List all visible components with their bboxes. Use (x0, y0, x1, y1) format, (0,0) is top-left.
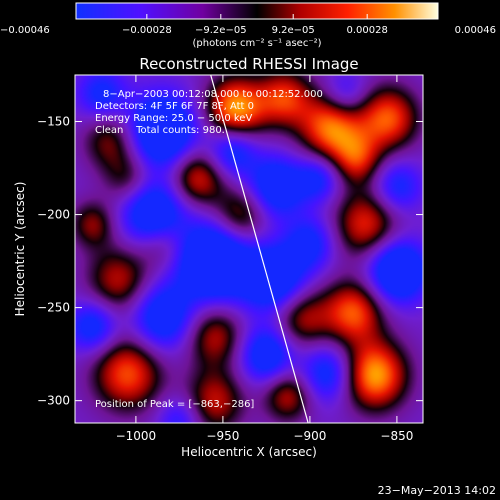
annotation-block: 8−Apr−2003 00:12:08.000 to 00:12:52.000 … (95, 89, 323, 136)
heatmap-image (75, 75, 423, 423)
y-axis-label: Heliocentric Y (arcsec) (13, 182, 27, 317)
colorbar-tick-label: 9.2e−05 (272, 25, 315, 36)
x-axis: −1000 −950 −900 −850 (116, 75, 413, 443)
y-tick-label: −150 (37, 115, 70, 129)
colorbar (75, 2, 439, 20)
colorbar-ticks: −0.00046 −0.00028 −9.2e−05 9.2e−05 0.00028 0.… (0, 14, 496, 36)
colorbar-tick-label: 0.00046 (455, 25, 496, 36)
peak-position-label: Position of Peak = [−863,−286] (95, 399, 254, 410)
annotation-clean: Clean Total counts: 980. (95, 125, 225, 136)
x-tick-label: −850 (380, 429, 413, 443)
annotation-time: 8−Apr−2003 00:12:08.000 to 00:12:52.000 (103, 89, 323, 100)
x-tick-label: −1000 (116, 429, 157, 443)
colorbar-tick-label: 0.00028 (346, 25, 387, 36)
y-axis: −150 −200 −250 −300 (37, 115, 423, 408)
y-tick-label: −200 (37, 208, 70, 222)
limb-line (210, 75, 309, 423)
colorbar-tick-label: −9.2e−05 (195, 25, 247, 36)
y-tick-label: −300 (37, 394, 70, 408)
colorbar-unit-label: (photons cm⁻² s⁻¹ asec⁻²) (192, 38, 321, 49)
plot-frame (74, 74, 424, 424)
timestamp: 23−May−2013 14:02 (378, 484, 496, 497)
x-tick-label: −900 (293, 429, 326, 443)
colorbar-tick-label: −0.00028 (122, 25, 172, 36)
y-tick-label: −250 (37, 301, 70, 315)
chart-title: Reconstructed RHESSI Image (139, 55, 358, 73)
x-axis-label: Heliocentric X (arcsec) (181, 445, 317, 459)
x-tick-label: −950 (206, 429, 239, 443)
colorbar-tick-label: −0.00046 (0, 25, 50, 36)
annotation-energy: Energy Range: 25.0 − 50.0 keV (95, 113, 252, 124)
annotation-detectors: Detectors: 4F 5F 6F 7F 8F, Att 0 (95, 101, 254, 112)
